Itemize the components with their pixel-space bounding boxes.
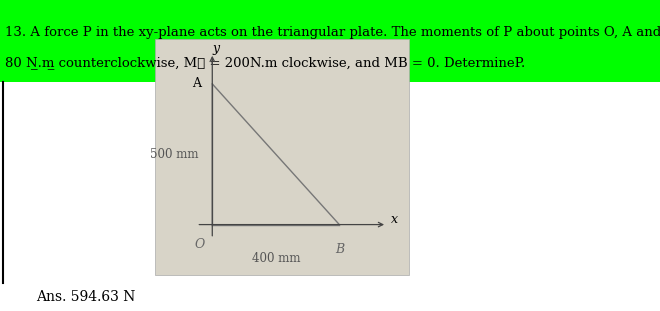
Text: B: B [335,244,344,256]
Text: O: O [195,238,205,251]
Text: Ans. 594.63 N: Ans. 594.63 N [36,290,136,304]
Text: A: A [192,77,201,91]
Text: y: y [213,42,220,55]
Text: 13. A force P in the xy-plane acts on the triangular plate. The moments of P abo: 13. A force P in the xy-plane acts on th… [5,26,660,39]
Text: 80 N̲.m̲ counterclockwise, M⁁ = 200N.m clockwise, and MB = 0. DetermineP.: 80 N̲.m̲ counterclockwise, M⁁ = 200N.m c… [5,56,525,69]
Text: 400 mm: 400 mm [251,252,300,265]
FancyBboxPatch shape [0,0,660,82]
FancyBboxPatch shape [155,39,409,275]
Text: 500 mm: 500 mm [150,148,199,161]
Text: x: x [391,213,399,226]
